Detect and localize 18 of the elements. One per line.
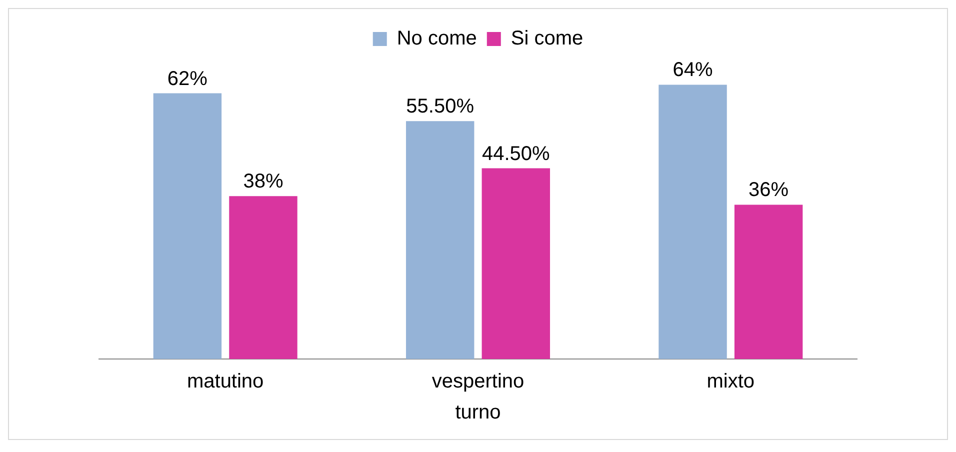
bar [153, 93, 222, 359]
bar [734, 204, 803, 359]
x-axis-title: turno [455, 402, 501, 424]
data-label: 38% [243, 170, 284, 193]
data-label: 64% [672, 59, 713, 82]
legend-label: Si come [510, 28, 584, 50]
bar [482, 168, 550, 359]
data-label: 62% [167, 68, 208, 90]
x-tick-label: vespertino [432, 370, 524, 393]
x-tick-label: matutino [186, 370, 264, 393]
bar [406, 121, 474, 359]
x-tick-label: mixto [706, 370, 755, 393]
legend-label: No come [396, 28, 477, 50]
data-label: 44.50% [482, 142, 550, 165]
data-label: 55.50% [406, 96, 474, 118]
bar [658, 84, 727, 359]
bar [229, 196, 298, 359]
data-label: 36% [748, 179, 789, 202]
